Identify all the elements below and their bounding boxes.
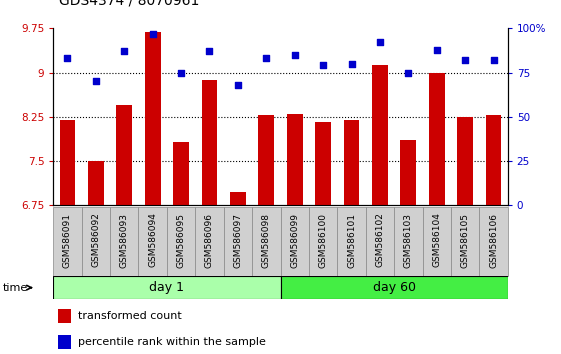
Text: GSM586095: GSM586095 [177,213,186,268]
Bar [280,207,309,276]
Bar [58,335,71,349]
Text: time: time [3,282,31,293]
Bar [252,207,280,276]
Bar [110,207,139,276]
Point [120,48,129,54]
Bar [479,207,508,276]
Point [205,48,214,54]
Bar [202,80,217,205]
Text: GSM586102: GSM586102 [375,213,384,268]
Bar [259,115,274,205]
Point [262,56,271,61]
Point [489,57,498,63]
Text: day 60: day 60 [373,281,416,294]
Text: GSM586091: GSM586091 [63,213,72,268]
Bar [429,73,444,205]
Bar [422,207,451,276]
Text: day 1: day 1 [149,281,185,294]
Point [177,70,186,75]
Point [233,82,242,88]
Point [347,61,356,67]
Text: GSM586101: GSM586101 [347,213,356,268]
Text: GSM586092: GSM586092 [91,213,100,268]
Bar [309,207,337,276]
Point [91,79,100,84]
Bar [401,141,416,205]
Point [290,52,299,58]
Text: GSM586097: GSM586097 [233,213,242,268]
Bar [337,207,366,276]
Bar [451,207,479,276]
Bar [167,207,195,276]
Point [375,40,384,45]
Bar [82,207,110,276]
Text: GSM586105: GSM586105 [461,213,470,268]
Text: GSM586106: GSM586106 [489,213,498,268]
Text: GSM586103: GSM586103 [404,213,413,268]
Bar [280,276,508,299]
Bar [88,161,104,205]
Text: GSM586098: GSM586098 [262,213,271,268]
Bar [117,105,132,205]
Text: GSM586100: GSM586100 [319,213,328,268]
Bar [139,207,167,276]
Text: percentile rank within the sample: percentile rank within the sample [79,337,266,347]
Text: GSM586104: GSM586104 [432,213,441,268]
Bar [366,207,394,276]
Bar [195,207,224,276]
Bar [58,309,71,323]
Bar [53,207,82,276]
Text: transformed count: transformed count [79,311,182,321]
Bar [315,121,331,205]
Point [63,56,72,61]
Bar [224,207,252,276]
Bar [287,114,302,205]
Bar [230,192,246,205]
Bar [53,276,280,299]
Text: GSM586099: GSM586099 [290,213,299,268]
Bar [457,117,473,205]
Bar [59,120,75,205]
Point [432,47,441,52]
Point [148,31,157,36]
Bar [145,33,160,205]
Point [404,70,413,75]
Text: GDS4374 / 8070961: GDS4374 / 8070961 [59,0,199,7]
Bar [173,142,189,205]
Bar [394,207,422,276]
Text: GSM586094: GSM586094 [148,213,157,268]
Point [319,63,328,68]
Bar [344,120,359,205]
Text: GSM586093: GSM586093 [120,213,129,268]
Bar [486,115,502,205]
Text: GSM586096: GSM586096 [205,213,214,268]
Point [461,57,470,63]
Bar [372,65,388,205]
